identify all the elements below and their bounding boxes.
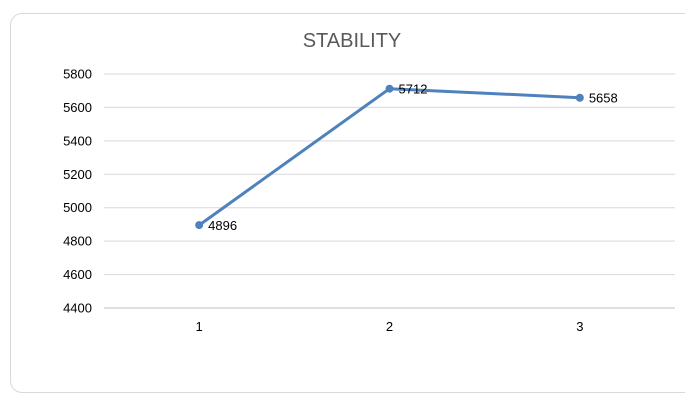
- series-line: [197, 87, 582, 227]
- y-tick-label: 5200: [63, 167, 92, 182]
- stability-line-chart: STABILITY 4400 4600 4800 5000 5200 5400 5600 58…: [63, 30, 675, 334]
- data-label: 4896: [208, 218, 237, 233]
- y-tick-label: 4800: [63, 234, 92, 249]
- y-tick-label: 5000: [63, 200, 92, 215]
- x-tick-label: 2: [386, 319, 393, 334]
- gridlines: [104, 73, 675, 276]
- y-tick-label: 5600: [63, 100, 92, 115]
- y-tick-label: 4600: [63, 267, 92, 282]
- x-tick-label: 3: [576, 319, 583, 334]
- series-layer: [195, 84, 584, 230]
- axes: 4400 4600 4800 5000 5200 5400 5600 5800 1 2 3: [63, 67, 675, 334]
- x-tick-label: 1: [196, 319, 203, 334]
- data-label: 5712: [399, 82, 428, 97]
- y-tick-label: 5400: [63, 133, 92, 148]
- chart-frame: [10, 13, 685, 393]
- data-labels: 4896 5712 5658: [208, 82, 618, 233]
- data-point: [575, 93, 584, 102]
- data-point: [195, 221, 204, 230]
- y-tick-label: 5800: [63, 67, 92, 82]
- data-label: 5658: [589, 91, 618, 106]
- chart-title: STABILITY: [303, 30, 402, 52]
- y-tick-label: 4400: [63, 301, 92, 316]
- data-point: [385, 84, 394, 93]
